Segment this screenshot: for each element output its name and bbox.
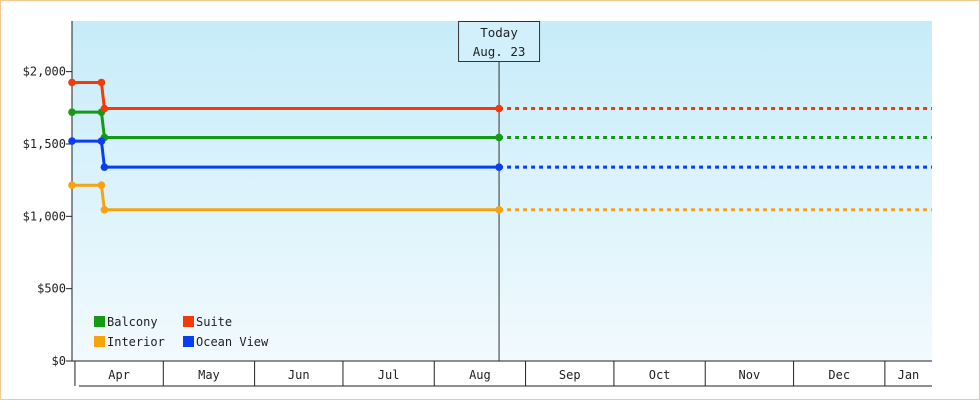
series-point-ocean-view <box>100 163 109 171</box>
month-label: Jun <box>288 368 310 382</box>
plot-area <box>72 21 932 361</box>
month-label: Oct <box>649 368 671 382</box>
month-label: Aug <box>469 368 491 382</box>
legend-item-interior: Interior <box>94 335 165 349</box>
series-ocean-view <box>68 137 932 171</box>
series-lines <box>68 78 932 214</box>
legend-label: Suite <box>196 315 232 329</box>
month-label: Sep <box>559 368 581 382</box>
series-point-suite <box>495 104 503 113</box>
legend-item-balcony: Balcony <box>94 315 158 329</box>
legend-item-ocean-view: Ocean View <box>183 335 269 349</box>
series-interior <box>68 181 932 214</box>
legend-swatch <box>183 316 194 327</box>
x-axis: Apr May Jun Jul Aug Sep Oct Nov Dec Jan <box>72 360 932 387</box>
today-label: Today <box>480 25 518 40</box>
series-point-balcony <box>68 108 76 116</box>
y-tick-label: $1,000 <box>23 209 66 223</box>
month-label: Nov <box>739 368 761 382</box>
y-axis: $0 $500 $1,000 $1,500 $2,000 <box>23 21 73 368</box>
series-point-interior <box>495 206 503 214</box>
series-line-suite <box>72 80 500 111</box>
series-point-balcony <box>495 133 503 142</box>
legend-swatch <box>183 336 194 347</box>
series-point-ocean-view <box>68 137 76 145</box>
today-box <box>458 21 541 62</box>
series-point-ocean-view <box>97 137 106 145</box>
series-line-interior <box>72 183 500 212</box>
today-date: Aug. 23 <box>473 44 526 59</box>
legend-label: Balcony <box>107 315 158 329</box>
series-line-ocean-view <box>72 139 500 169</box>
legend: Balcony Suite Interior Ocean View <box>94 315 269 349</box>
month-label: Jul <box>378 368 400 382</box>
series-point-interior <box>100 206 109 214</box>
y-tick-label: $0 <box>52 354 66 368</box>
month-label: May <box>198 368 220 382</box>
y-tick-label: $1,500 <box>23 137 66 151</box>
legend-label: Interior <box>107 335 165 349</box>
series-point-ocean-view <box>495 163 503 171</box>
series-point-suite <box>100 104 109 113</box>
series-suite <box>68 78 932 113</box>
series-balcony <box>68 108 932 142</box>
series-point-interior <box>97 181 106 190</box>
legend-swatch <box>94 336 105 347</box>
series-point-suite <box>97 78 106 87</box>
series-line-balcony <box>72 110 500 139</box>
month-label: Dec <box>828 368 850 382</box>
legend-item-suite: Suite <box>183 315 232 329</box>
y-tick-label: $2,000 <box>23 65 66 79</box>
y-tick-label: $500 <box>37 282 66 296</box>
series-point-interior <box>68 181 76 190</box>
legend-swatch <box>94 316 105 327</box>
month-label: Jan <box>898 368 920 382</box>
month-label: Apr <box>108 368 130 382</box>
series-point-suite <box>68 78 76 87</box>
legend-label: Ocean View <box>196 335 269 349</box>
